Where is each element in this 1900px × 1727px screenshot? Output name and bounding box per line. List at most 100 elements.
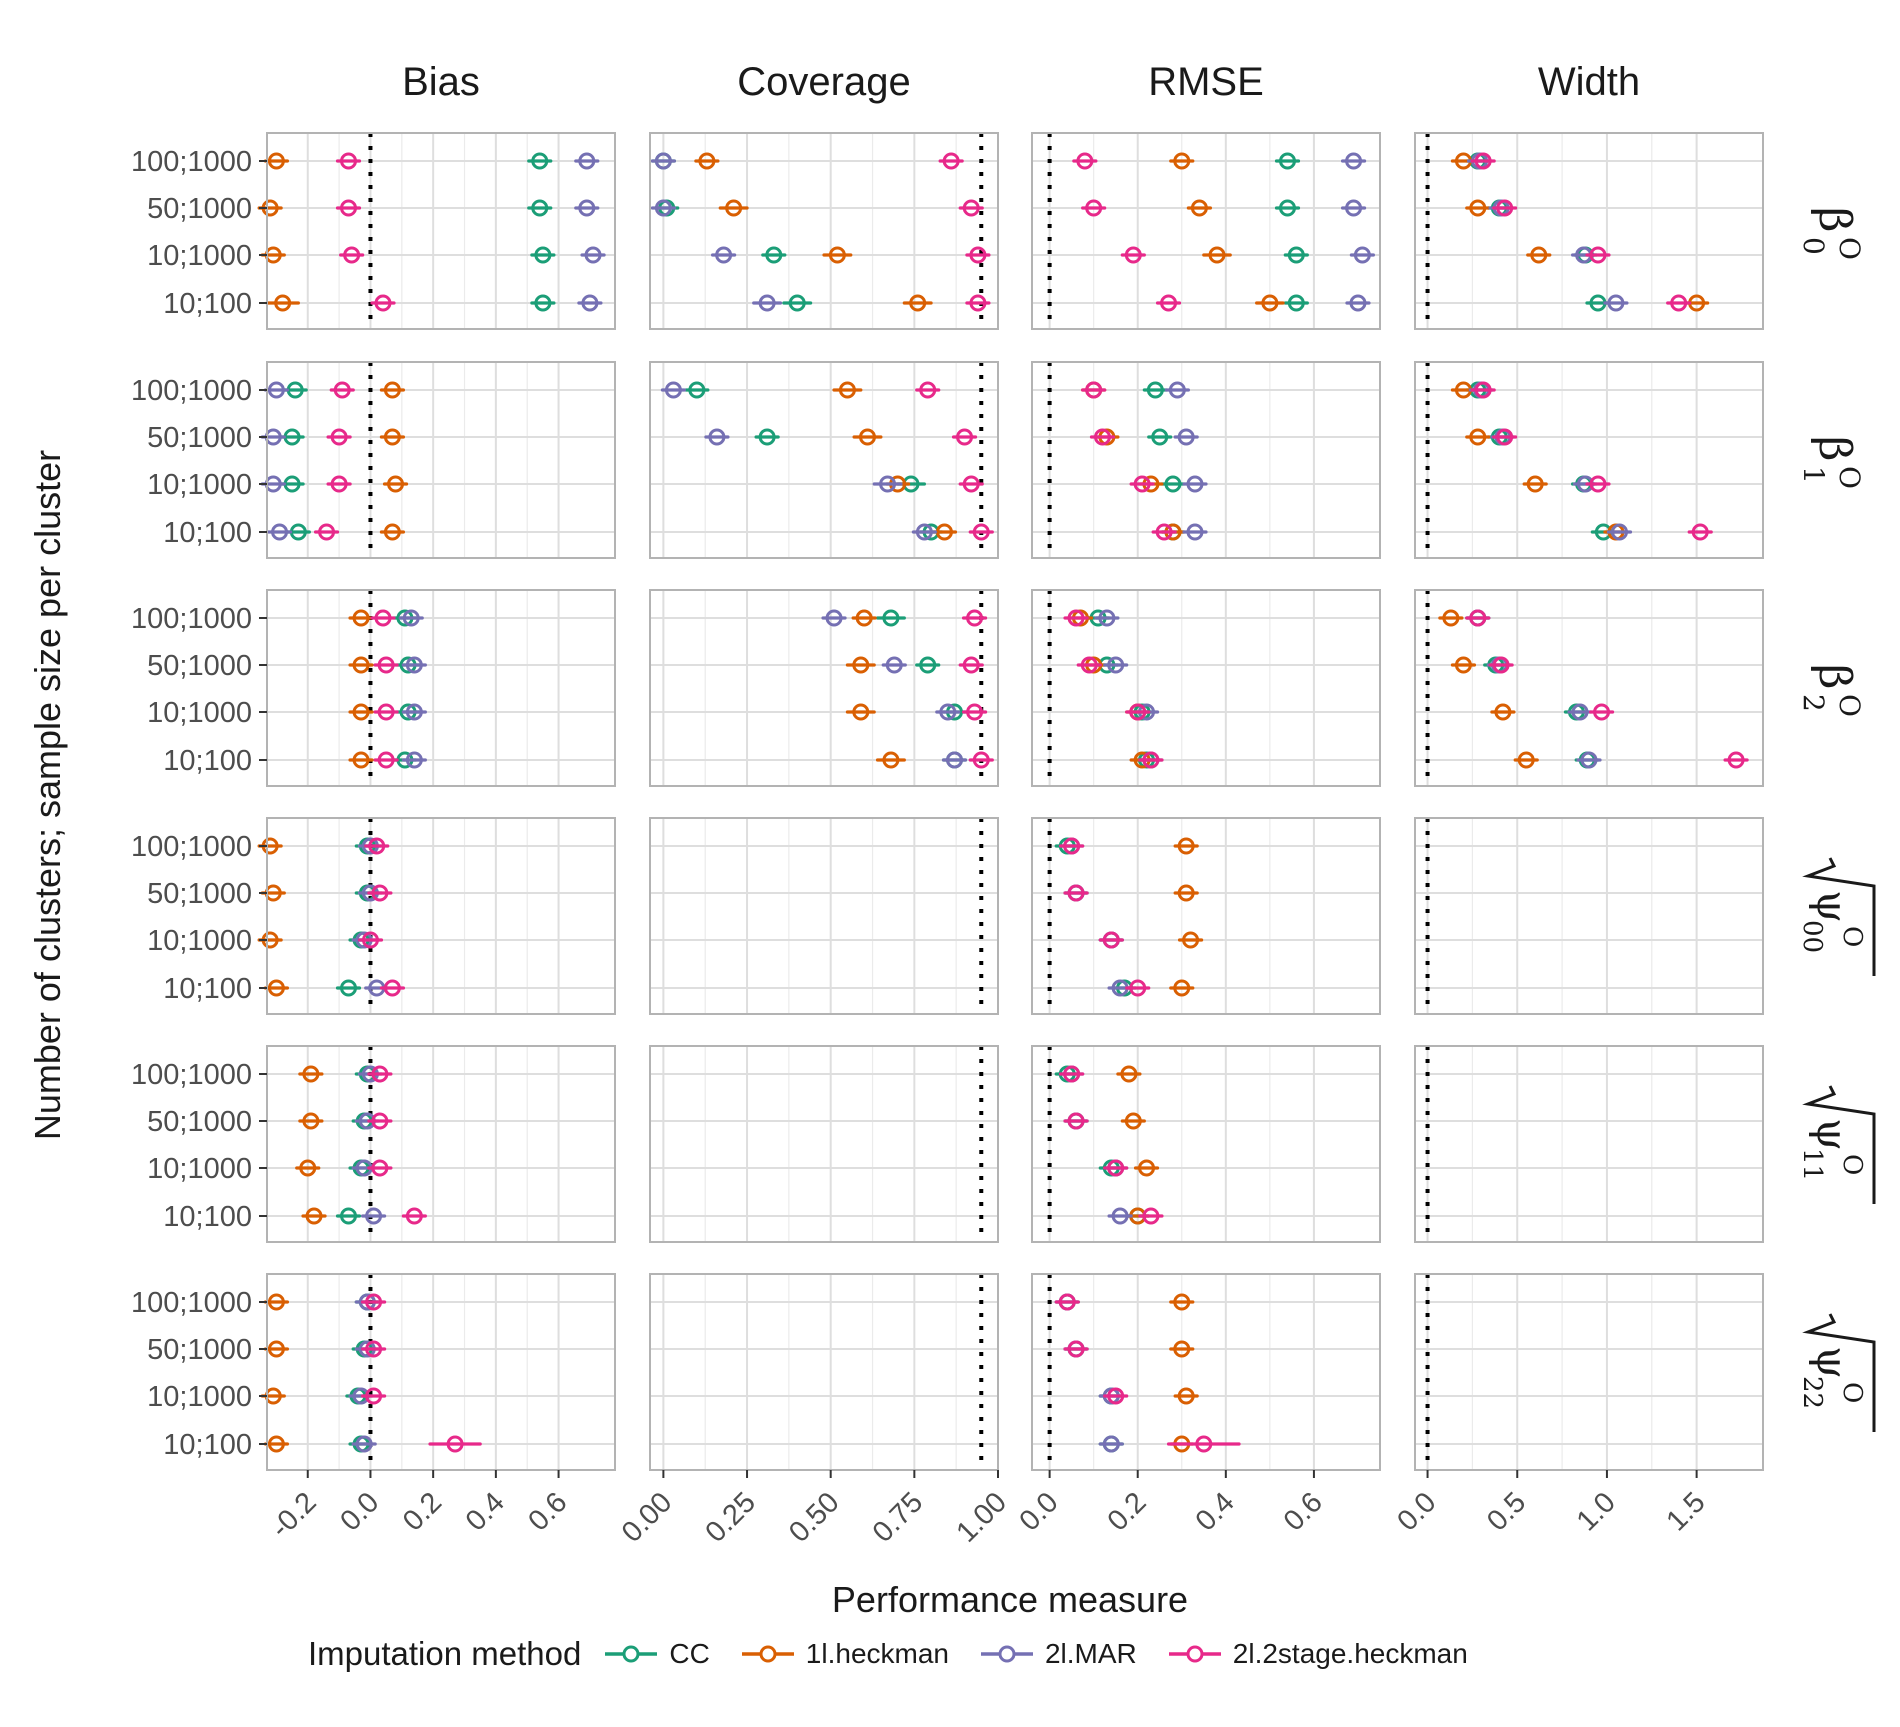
data-point-2l.2stage.heckman bbox=[371, 884, 389, 902]
data-point-1l.heckman bbox=[302, 1112, 320, 1130]
data-point-2l.MAR bbox=[715, 246, 733, 264]
y-tick-label: 10;1000 bbox=[147, 469, 252, 501]
data-point-1l.heckman bbox=[1442, 609, 1460, 627]
x-tick-label: 0.2 bbox=[397, 1486, 448, 1537]
data-point-2l.2stage.heckman bbox=[340, 152, 358, 170]
data-point-2l.2stage.heckman bbox=[1085, 199, 1103, 217]
panel-background bbox=[267, 590, 615, 786]
data-point-2l.MAR bbox=[1098, 609, 1116, 627]
legend-entry-1l.heckman: 1l.heckman bbox=[740, 1638, 949, 1670]
y-tick-label: 100;1000 bbox=[131, 146, 252, 178]
data-point-1l.heckman bbox=[267, 1293, 285, 1311]
panel-border bbox=[649, 132, 999, 330]
panel-border bbox=[649, 1045, 999, 1243]
data-point-2l.MAR bbox=[584, 246, 602, 264]
data-point-2l.MAR bbox=[1102, 1435, 1120, 1453]
data-point-2l.MAR bbox=[405, 703, 423, 721]
panel-border bbox=[266, 589, 616, 787]
panel-p11-coverage bbox=[649, 1045, 999, 1243]
data-point-2l.2stage.heckman bbox=[972, 523, 990, 541]
facet-row-label-b0: β 0 O bbox=[1797, 207, 1866, 260]
data-point-2l.2stage.heckman bbox=[1727, 751, 1745, 769]
data-point-1l.heckman bbox=[274, 294, 292, 312]
facet-label-symbol: β bbox=[1809, 664, 1860, 689]
facet-row-label-b1: β 1 O bbox=[1797, 436, 1866, 489]
facet-label-superscript: O bbox=[1833, 694, 1866, 717]
facet-row-label-p11: ψ11 O bbox=[1797, 1085, 1876, 1204]
data-point-2l.2stage.heckman bbox=[919, 381, 937, 399]
data-point-2l.2stage.heckman bbox=[1469, 609, 1487, 627]
legend-title: Imputation method bbox=[308, 1635, 582, 1672]
data-point-2l.2stage.heckman bbox=[365, 1387, 383, 1405]
y-tick-label: 10;100 bbox=[163, 973, 252, 1005]
x-tick-label: 0.4 bbox=[460, 1486, 511, 1537]
data-point-2l.MAR bbox=[654, 199, 672, 217]
facet-row-label-b2: β 2 O bbox=[1797, 664, 1866, 717]
data-point-2l.2stage.heckman bbox=[371, 1159, 389, 1177]
panel-background bbox=[1415, 1046, 1763, 1242]
data-point-1l.heckman bbox=[859, 428, 876, 446]
x-tick-label: 0.25 bbox=[699, 1486, 762, 1549]
legend-key-point bbox=[998, 1645, 1016, 1663]
data-point-2l.2stage.heckman bbox=[1142, 1207, 1160, 1225]
data-point-2l.2stage.heckman bbox=[972, 751, 990, 769]
data-point-2l.2stage.heckman bbox=[333, 381, 351, 399]
data-point-2l.2stage.heckman bbox=[1496, 428, 1514, 446]
data-point-2l.MAR bbox=[355, 1435, 373, 1453]
panel-b1-bias bbox=[260, 361, 616, 559]
data-point-1l.heckman bbox=[352, 609, 370, 627]
data-point-2l.MAR bbox=[405, 656, 423, 674]
data-point-2l.2stage.heckman bbox=[330, 428, 348, 446]
data-point-1l.heckman bbox=[383, 523, 401, 541]
y-tick-label: 10;100 bbox=[163, 1429, 252, 1461]
data-point-CC bbox=[1164, 475, 1182, 493]
data-point-1l.heckman bbox=[1530, 246, 1548, 264]
data-point-2l.MAR bbox=[825, 609, 843, 627]
legend-entry-2l.MAR: 2l.MAR bbox=[979, 1638, 1137, 1670]
data-point-CC bbox=[765, 246, 783, 264]
data-point-2l.MAR bbox=[946, 751, 963, 769]
data-point-1l.heckman bbox=[1469, 428, 1487, 446]
panel-b0-rmse bbox=[1031, 132, 1381, 330]
data-point-1l.heckman bbox=[1177, 1387, 1195, 1405]
legend-entries: CC 1l.heckman 2l.MAR 2l.2stage.heckman bbox=[603, 1638, 1497, 1670]
data-point-2l.2stage.heckman bbox=[962, 199, 980, 217]
data-point-1l.heckman bbox=[1120, 1065, 1138, 1083]
panel-p00-rmse bbox=[1031, 817, 1381, 1015]
data-point-2l.MAR bbox=[271, 523, 289, 541]
data-point-2l.2stage.heckman bbox=[1195, 1435, 1213, 1453]
panel-border bbox=[1414, 817, 1764, 1015]
y-tick-label: 10;100 bbox=[163, 517, 252, 549]
data-point-CC bbox=[1287, 294, 1305, 312]
data-point-1l.heckman bbox=[1173, 152, 1191, 170]
legend-entry-2l.2stage.heckman: 2l.2stage.heckman bbox=[1167, 1638, 1468, 1670]
data-point-2l.MAR bbox=[405, 751, 423, 769]
data-point-1l.heckman bbox=[838, 381, 856, 399]
panel-border bbox=[1414, 361, 1764, 559]
data-point-2l.MAR bbox=[1177, 428, 1195, 446]
data-point-1l.heckman bbox=[882, 751, 900, 769]
panel-border bbox=[266, 1045, 616, 1243]
panel-background bbox=[1032, 590, 1380, 786]
data-point-2l.2stage.heckman bbox=[1124, 246, 1142, 264]
panel-background bbox=[267, 1046, 615, 1242]
panel-border bbox=[266, 817, 616, 1015]
data-point-2l.2stage.heckman bbox=[1063, 837, 1081, 855]
data-point-2l.2stage.heckman bbox=[966, 609, 984, 627]
facet-label-subscript: 22 bbox=[1797, 1376, 1827, 1409]
data-point-1l.heckman bbox=[1173, 1293, 1191, 1311]
y-tick-label: 100;1000 bbox=[131, 603, 252, 635]
data-point-2l.2stage.heckman bbox=[374, 609, 392, 627]
facet-label-symbol: ψ bbox=[1808, 1346, 1857, 1379]
data-point-2l.MAR bbox=[402, 609, 420, 627]
panel-b1-width bbox=[1414, 361, 1764, 559]
data-point-1l.heckman bbox=[1261, 294, 1279, 312]
data-point-1l.heckman bbox=[1173, 1340, 1191, 1358]
data-point-1l.heckman bbox=[302, 1065, 320, 1083]
panel-b0-coverage bbox=[649, 132, 999, 330]
data-point-1l.heckman bbox=[1469, 199, 1487, 217]
data-point-2l.2stage.heckman bbox=[365, 1340, 383, 1358]
facet-label-superscript: O bbox=[1833, 466, 1866, 489]
data-point-2l.2stage.heckman bbox=[1093, 428, 1111, 446]
y-tick-label: 10;1000 bbox=[147, 240, 252, 272]
